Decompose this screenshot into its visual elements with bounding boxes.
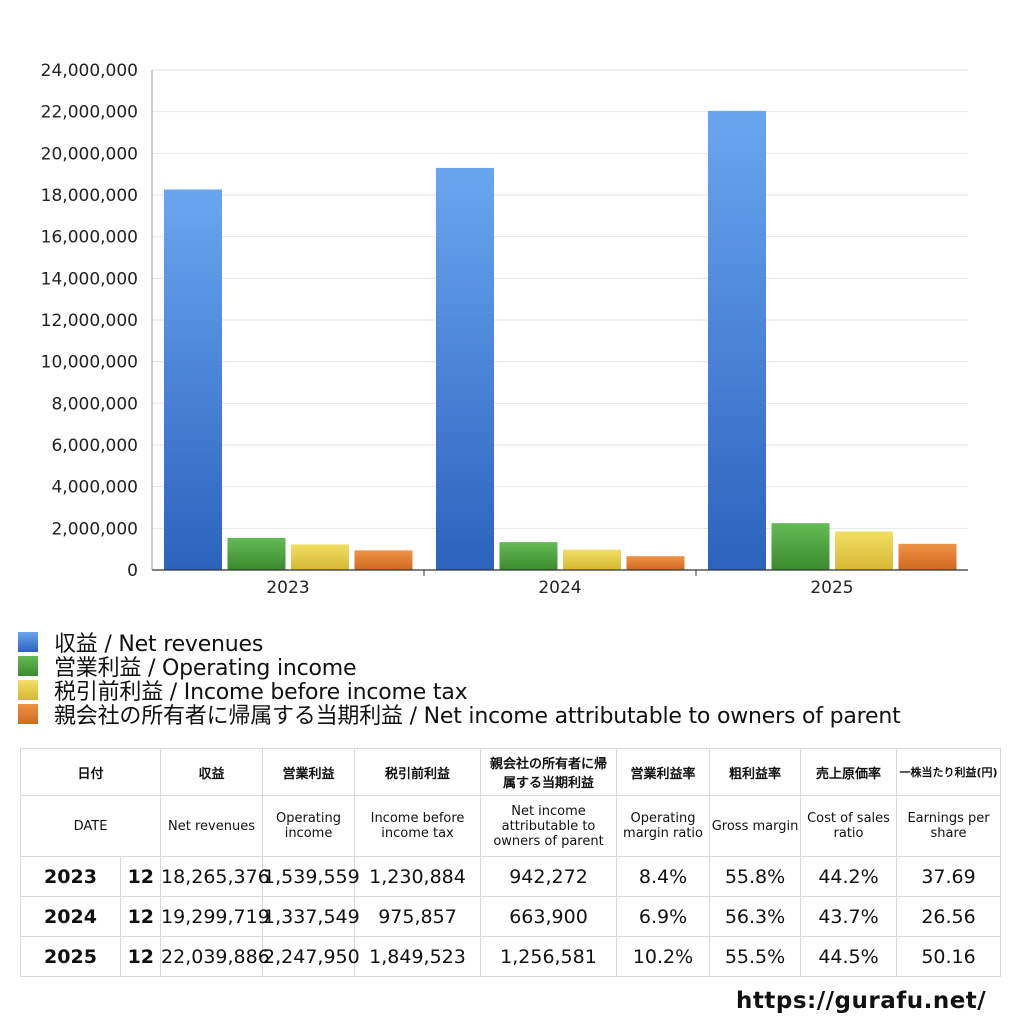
cell-year: 2024	[20, 896, 121, 937]
legend-label: 収益 / Net revenues	[54, 632, 264, 657]
cell-pretax: 975,857	[354, 896, 482, 937]
legend-label: 税引前利益 / Income before income tax	[54, 680, 468, 705]
bar	[354, 550, 413, 570]
y-tick-label: 18,000,000	[41, 186, 138, 206]
legend-swatch-net-revenues	[18, 632, 38, 652]
cell-month: 12	[119, 936, 162, 977]
cell-pretax: 1,230,884	[354, 856, 482, 897]
bar	[708, 110, 766, 571]
header-operating-jp: 営業利益	[262, 748, 356, 796]
financial-data-table: 日付 収益 営業利益 税引前利益 親会社の所有者に帰属する当期利益 営業利益率 …	[19, 748, 1002, 977]
table-header-jp: 日付 収益 営業利益 税引前利益 親会社の所有者に帰属する当期利益 営業利益率 …	[19, 748, 1002, 796]
header-eps-jp: 一株当たり利益(円)	[896, 748, 1002, 796]
cell-operating: 2,247,950	[262, 936, 360, 977]
legend-label: 親会社の所有者に帰属する当期利益 / Net income attributab…	[54, 704, 901, 729]
y-tick-label: 16,000,000	[41, 228, 138, 248]
legend-swatch-income-before-tax	[18, 680, 38, 700]
header-net-jp: 親会社の所有者に帰属する当期利益	[480, 748, 618, 796]
legend-item-net-income: 親会社の所有者に帰属する当期利益 / Net income attributab…	[18, 702, 901, 729]
y-tick-label: 12,000,000	[41, 311, 138, 331]
bar	[626, 556, 685, 570]
table-row: 2023 12 18,265,376 1,539,559 1,230,884 9…	[20, 856, 1002, 897]
cell-revenues: 18,265,376	[160, 856, 270, 897]
legend-item-income-before-tax: 税引前利益 / Income before income tax	[18, 678, 901, 705]
header-op-margin-jp: 営業利益率	[616, 748, 711, 796]
header-gross-jp: 粗利益率	[709, 748, 802, 796]
cell-cost: 44.5%	[800, 936, 898, 977]
cell-net: 1,256,581	[480, 936, 618, 977]
y-tick-label: 22,000,000	[41, 103, 138, 123]
bar	[227, 537, 286, 570]
legend-label: 営業利益 / Operating income	[54, 656, 357, 681]
header-revenues-jp: 収益	[160, 748, 264, 796]
legend-swatch-operating-income	[18, 656, 38, 676]
cell-gross: 55.5%	[709, 936, 802, 977]
cell-op-margin: 10.2%	[616, 936, 711, 977]
site-url[interactable]: https://gurafu.net/	[736, 988, 987, 1014]
header-date-en: DATE	[19, 795, 162, 857]
y-tick-label: 4,000,000	[51, 478, 138, 498]
y-tick-label: 20,000,000	[41, 144, 138, 164]
table-row: 2024 12 19,299,719 1,337,549 975,857 663…	[20, 896, 1002, 937]
cell-cost: 43.7%	[800, 896, 898, 937]
header-net-en: Net income attributable to owners of par…	[480, 795, 618, 857]
header-operating-en: Operating income	[262, 795, 356, 857]
bar	[898, 543, 957, 570]
cell-cost: 44.2%	[800, 856, 898, 897]
header-cost-jp: 売上原価率	[800, 748, 898, 796]
chart-legend: 収益 / Net revenues 営業利益 / Operating incom…	[18, 630, 901, 729]
cell-gross: 55.8%	[709, 856, 802, 897]
x-tick-label: 2023	[266, 578, 309, 598]
legend-swatch-net-income	[18, 704, 38, 724]
bar	[563, 549, 621, 570]
header-op-margin-en: Operating margin ratio	[616, 795, 711, 857]
cell-eps: 37.69	[896, 856, 1002, 897]
cell-net: 663,900	[480, 896, 618, 937]
header-date-jp: 日付	[19, 748, 162, 796]
table-header-en: DATE Net revenues Operating income Incom…	[19, 795, 1002, 857]
x-tick-label: 2025	[810, 578, 853, 598]
cell-month: 12	[119, 896, 162, 937]
y-tick-label: 10,000,000	[41, 353, 138, 373]
header-cost-en: Cost of sales ratio	[800, 795, 898, 857]
cell-net: 942,272	[480, 856, 618, 897]
bar	[436, 167, 494, 570]
table-row: 2025 12 22,039,886 2,247,950 1,849,523 1…	[20, 936, 1002, 977]
cell-eps: 50.16	[896, 936, 1002, 977]
cell-revenues: 22,039,886	[160, 936, 270, 977]
y-tick-label: 14,000,000	[41, 269, 138, 289]
cell-eps: 26.56	[896, 896, 1002, 937]
cell-operating: 1,539,559	[262, 856, 360, 897]
cell-year: 2023	[20, 856, 121, 897]
header-eps-en: Earnings per share	[896, 795, 1002, 857]
cell-operating: 1,337,549	[262, 896, 360, 937]
bar-chart: 0 2,000,000 4,000,000 6,000,000 8,000,000 10,…	[41, 61, 968, 598]
legend-item-net-revenues: 収益 / Net revenues	[18, 630, 901, 657]
cell-month: 12	[119, 856, 162, 897]
cell-op-margin: 8.4%	[616, 856, 711, 897]
y-tick-label: 24,000,000	[41, 61, 138, 81]
bar	[499, 542, 558, 570]
header-revenues-en: Net revenues	[160, 795, 264, 857]
cell-year: 2025	[20, 936, 121, 977]
header-pretax-en: Income before income tax	[354, 795, 482, 857]
y-tick-label: 6,000,000	[51, 436, 138, 456]
legend-item-operating-income: 営業利益 / Operating income	[18, 654, 901, 681]
cell-pretax: 1,849,523	[354, 936, 482, 977]
bar	[291, 544, 349, 570]
bar	[835, 531, 893, 570]
y-tick-label: 0	[127, 561, 138, 581]
y-tick-label: 8,000,000	[51, 394, 138, 414]
cell-gross: 56.3%	[709, 896, 802, 937]
x-tick-label: 2024	[538, 578, 581, 598]
bar	[164, 189, 222, 571]
bar	[771, 523, 830, 570]
cell-revenues: 19,299,719	[160, 896, 270, 937]
header-pretax-jp: 税引前利益	[354, 748, 482, 796]
cell-op-margin: 6.9%	[616, 896, 711, 937]
y-tick-label: 2,000,000	[51, 519, 138, 539]
header-gross-en: Gross margin	[709, 795, 802, 857]
